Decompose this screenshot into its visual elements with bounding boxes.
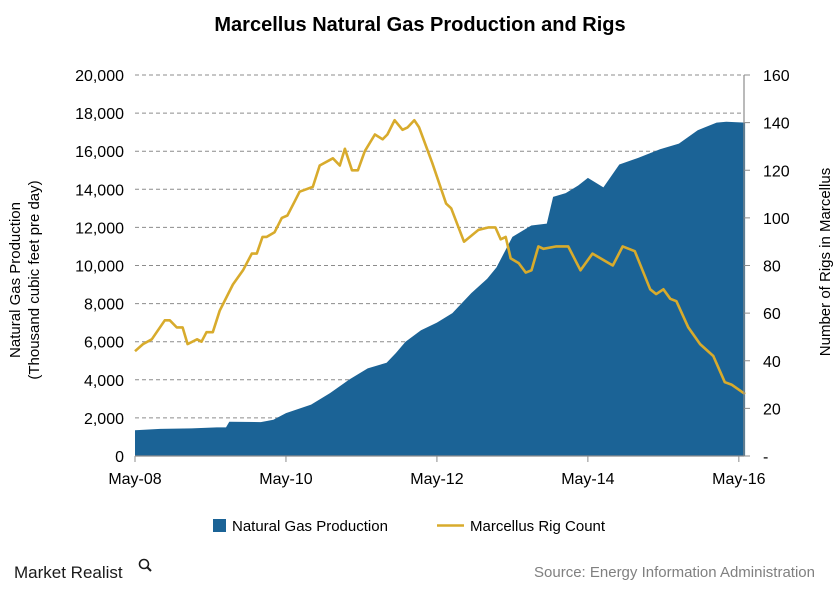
right-y-tick-label: - [763,449,768,466]
x-tick-label: May-16 [712,471,765,488]
x-tick-label: May-12 [410,471,463,488]
right-y-tick-label: 20 [763,401,781,418]
source-note: Source: Energy Information Administratio… [534,564,815,581]
market-realist-logo: Market Realist [14,558,152,582]
right-y-tick-label: 120 [763,163,790,180]
right-y-tick-labels: - 20 40 60 80 100 120 140 160 [763,68,790,466]
left-y-tick-label: 6,000 [84,335,124,352]
right-y-tick-label: 60 [763,306,781,323]
right-y-tick-label: 40 [763,354,781,371]
x-tick-labels: May-08 May-10 May-12 May-14 May-16 [108,471,765,488]
gridlines [135,74,744,419]
right-y-tick-label: 140 [763,116,790,133]
left-y-tick-label: 0 [115,449,124,466]
right-y-tick-label: 100 [763,211,790,228]
left-y-tick-label: 14,000 [75,182,124,199]
right-y-tick-label: 160 [763,68,790,85]
left-y-tick-label: 16,000 [75,144,124,161]
right-axis-title: Number of Rigs in Marcellus [817,168,834,356]
rig-count-line [134,118,746,396]
left-y-tick-label: 8,000 [84,297,124,314]
logo-text: Market Realist [14,563,123,582]
production-area [135,121,746,456]
left-y-tick-labels: 0 2,000 4,000 6,000 8,000 10,000 12,000 14,000 1… [75,68,124,466]
left-axis-title-line2: (Thousand cubic feet pre day) [26,180,43,379]
legend-production-swatch [213,519,226,532]
left-y-tick-label: 20,000 [75,68,124,85]
chart-title: Marcellus Natural Gas Production and Rig… [214,14,625,36]
x-tick-label: May-10 [259,471,312,488]
left-axis-title-line1: Natural Gas Production [7,202,24,358]
left-y-tick-label: 12,000 [75,220,124,237]
x-tick-label: May-08 [108,471,161,488]
legend-rigs-label: Marcellus Rig Count [470,518,606,535]
axes [134,74,750,462]
left-y-tick-label: 10,000 [75,259,124,276]
magnifier-icon [138,558,150,570]
x-tick-label: May-14 [561,471,614,488]
left-y-tick-label: 4,000 [84,373,124,390]
right-y-tick-label: 80 [763,259,781,276]
left-y-tick-label: 2,000 [84,411,124,428]
legend-production-label: Natural Gas Production [232,518,388,535]
left-y-tick-label: 18,000 [75,106,124,123]
